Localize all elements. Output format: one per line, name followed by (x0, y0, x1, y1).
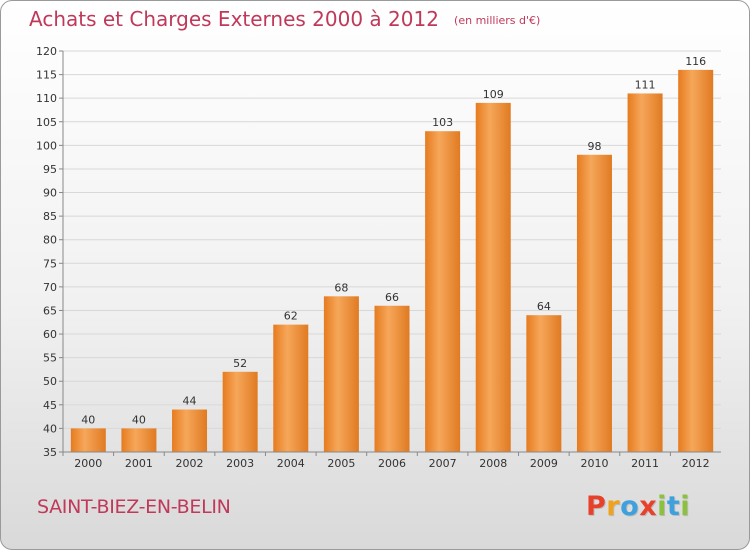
x-tick-label: 2003 (226, 457, 254, 470)
bar-value-label: 109 (483, 88, 504, 101)
x-tick-label: 2004 (277, 457, 305, 470)
bar-value-label: 40 (132, 413, 146, 426)
x-tick-label: 2009 (530, 457, 558, 470)
x-tick-label: 2001 (125, 457, 153, 470)
bar-2012 (678, 69, 714, 452)
bar-2011 (627, 93, 663, 452)
logo-letter: r (606, 491, 621, 522)
bar-2010 (576, 154, 612, 452)
logo-letter: i (657, 491, 667, 522)
y-tick-label: 75 (43, 257, 57, 270)
logo-letter: t (666, 491, 681, 522)
bar-value-label: 116 (685, 55, 706, 68)
y-tick-label: 110 (36, 92, 57, 105)
bars: 40 40 44 52 62 68 66 103 109 64 98 111 116 (70, 55, 714, 453)
y-tick-label: 105 (36, 116, 57, 129)
x-tick-label: 2002 (176, 457, 204, 470)
bar-value-label: 98 (587, 140, 601, 153)
y-tick-label: 115 (36, 69, 57, 82)
bar-2008 (475, 102, 511, 453)
x-tick-label: 2007 (429, 457, 457, 470)
x-tick-label: 2008 (479, 457, 507, 470)
x-tick-label: 2005 (327, 457, 355, 470)
logo-letter: x (639, 491, 658, 522)
bar-2003 (222, 371, 258, 452)
y-tick-label: 80 (43, 234, 57, 247)
bar-2005 (323, 296, 359, 452)
y-tick-label: 45 (43, 399, 57, 412)
bar-2001 (121, 428, 157, 452)
bar-value-label: 44 (183, 395, 197, 408)
y-tick-label: 95 (43, 163, 57, 176)
bar-2004 (273, 324, 309, 452)
y-tick-label: 120 (36, 45, 57, 58)
bar-value-label: 103 (432, 116, 453, 129)
logo-letter: o (620, 491, 640, 522)
chart-title: Achats et Charges Externes 2000 à 2012 (29, 7, 439, 31)
bar-value-label: 62 (284, 310, 298, 323)
y-tick-label: 65 (43, 304, 57, 317)
x-tick-label: 2006 (378, 457, 406, 470)
y-tick-label: 40 (43, 422, 57, 435)
y-tick-label: 90 (43, 187, 57, 200)
y-axis-ticks: 35 40 45 50 55 60 65 70 75 80 85 90 95 100 105 110 115 12… (36, 45, 63, 459)
bar-value-label: 68 (334, 281, 348, 294)
y-tick-label: 85 (43, 210, 57, 223)
bar-2000 (70, 428, 106, 452)
city-name: SAINT-BIEZ-EN-BELIN (37, 496, 231, 518)
bar-2002 (172, 409, 208, 452)
bar-value-label: 64 (537, 300, 551, 313)
bar-value-label: 111 (635, 78, 656, 91)
chart-subtitle: (en milliers d'€) (454, 14, 541, 27)
bar-2006 (374, 305, 410, 452)
y-tick-label: 70 (43, 281, 57, 294)
y-tick-label: 60 (43, 328, 57, 341)
bar-value-label: 40 (81, 413, 95, 426)
x-tick-label: 2012 (682, 457, 710, 470)
x-tick-label: 2000 (74, 457, 102, 470)
bar-value-label: 66 (385, 291, 399, 304)
x-tick-label: 2011 (631, 457, 659, 470)
logo-letter: P (586, 491, 607, 522)
bar-value-label: 52 (233, 357, 247, 370)
y-tick-label: 50 (43, 375, 57, 388)
y-tick-label: 35 (43, 446, 57, 459)
x-axis-ticks: 2000 2001 2002 2003 2004 2005 2006 2007 2008 2009… (62, 452, 710, 470)
y-tick-label: 55 (43, 352, 57, 365)
x-tick-label: 2010 (580, 457, 608, 470)
chart-title-block: Achats et Charges Externes 2000 à 2012 (… (29, 7, 540, 31)
bar-2009 (526, 315, 562, 452)
bar-2007 (425, 131, 461, 452)
logo-letter: i (680, 491, 691, 522)
proxiti-logo: Proxiti (586, 491, 690, 522)
y-tick-label: 100 (36, 139, 57, 152)
